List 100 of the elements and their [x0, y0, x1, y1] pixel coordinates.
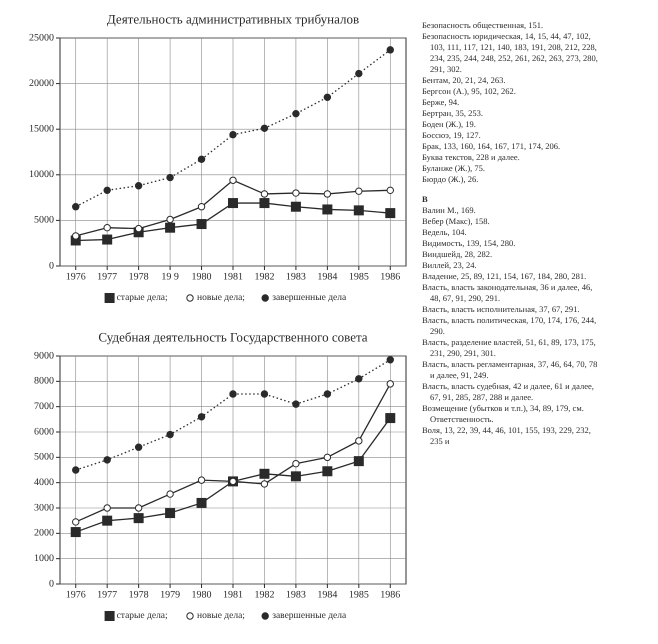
text: Бертран, 35, 253.: [422, 108, 484, 118]
text: Власть, разделение властей, 51, 61, 89, 173, 175, 231, 290, 291, 301.: [422, 337, 596, 358]
point: [166, 174, 174, 182]
y-tick-label: 2000: [34, 528, 54, 539]
point: [324, 94, 332, 101]
text: Боден (Ж.), 19.: [422, 119, 476, 129]
point: [386, 356, 394, 364]
legend-label: старые дела;: [116, 293, 168, 304]
point: [354, 456, 364, 466]
point: [259, 468, 270, 479]
x-tick-label: 1985: [348, 589, 369, 600]
point: [198, 156, 206, 163]
point: [229, 390, 237, 398]
point: [292, 460, 300, 468]
chart-title: Деятельность административных трибуналов: [106, 12, 360, 27]
text: В: [422, 194, 428, 204]
y-tick-label: 6000: [34, 426, 54, 438]
point: [134, 513, 144, 524]
point: [386, 186, 394, 194]
point: [324, 390, 332, 398]
x-tick-label: 1978: [128, 589, 149, 600]
point: [354, 205, 364, 216]
text: Буква текстов, 228 и далее.: [422, 152, 520, 162]
point: [103, 504, 111, 512]
point: [102, 234, 112, 245]
y-tick-label: 0: [49, 260, 54, 272]
point: [103, 224, 111, 232]
point: [355, 437, 363, 445]
point: [260, 390, 268, 398]
point: [165, 222, 176, 233]
y-tick-label: 20000: [29, 78, 54, 89]
text: Бергсон (А.), 95, 102, 262.: [422, 86, 516, 96]
text: Власть, власть политическая, 170, 174, 176, 244, 290.: [422, 315, 596, 336]
x-tick-label: 1986: [380, 589, 400, 600]
y-tick-label: 5000: [34, 214, 54, 226]
chart-title: Судебная деятельность Государственного совета: [98, 330, 368, 345]
x-tick-label: 1976: [66, 271, 86, 282]
point: [385, 208, 396, 218]
text: Бентам, 20, 21, 24, 263.: [422, 75, 506, 85]
legend-label: новые дела;: [197, 611, 245, 622]
x-tick-label: 1978: [128, 271, 149, 282]
x-tick-label: 1977: [97, 271, 118, 282]
legend-label: новые дела;: [197, 293, 245, 304]
point: [198, 203, 206, 210]
text: Ведель, 104.: [422, 227, 467, 237]
text: Виллей, 23, 24.: [422, 260, 477, 270]
text: Валин М., 169.: [422, 205, 476, 215]
text: Власть, власть законодательная, 36 и далее, 46, 48, 67, 91, 290, 291.: [422, 282, 592, 303]
y-tick-label: 4000: [34, 476, 54, 488]
point: [102, 516, 112, 526]
point: [229, 176, 237, 184]
point: [196, 498, 207, 508]
point: [134, 224, 142, 232]
y-tick-label: 9000: [34, 350, 54, 362]
point: [196, 219, 207, 230]
x-tick-label: 1984: [317, 589, 338, 600]
x-tick-label: 1982: [254, 271, 274, 282]
point: [322, 466, 332, 476]
point: [198, 413, 206, 420]
point: [292, 110, 300, 118]
y-tick-label: 15000: [29, 123, 54, 134]
point: [228, 198, 238, 208]
point: [386, 46, 394, 54]
text: Безопасность юридическая, 14, 15, 44, 47, 102, 103, 111, 117, 121, 140, 183, 191, 208, 212, 228, 234, 235, 244, 248, 252, 261, 262, 263, 273, 280, 291, 302.: [422, 31, 598, 74]
point: [229, 130, 237, 138]
point: [260, 124, 268, 132]
point: [292, 400, 300, 408]
x-tick-label: 19 9: [161, 271, 179, 282]
text: Виндшейд, 28, 282.: [422, 249, 492, 259]
point: [165, 508, 176, 518]
x-tick-label: 1980: [192, 271, 212, 282]
y-tick-label: 0: [49, 578, 54, 590]
text: Вебер (Макс), 158.: [422, 216, 490, 226]
point: [385, 413, 396, 424]
x-tick-label: 1984: [317, 271, 338, 282]
text: Власть, власть регламентарная, 37, 46, 64, 70, 78 и далее, 91, 249.: [422, 359, 598, 380]
point: [324, 454, 332, 462]
point: [260, 480, 268, 488]
text: Видимость, 139, 154, 280.: [422, 238, 516, 248]
y-tick-label: 8000: [34, 376, 54, 387]
point: [292, 189, 300, 197]
point: [355, 188, 363, 195]
point: [166, 490, 174, 498]
y-tick-label: 10000: [29, 169, 54, 180]
text: Боссюэ, 19, 127.: [422, 130, 481, 140]
point: [166, 216, 174, 224]
x-tick-label: 1976: [66, 589, 86, 600]
text: Власть, власть судебная, 42 и далее, 61 и далее, 67, 91, 285, 287, 288 и далее.: [422, 381, 594, 402]
point: [134, 444, 142, 451]
y-tick-label: 7000: [34, 400, 54, 412]
point: [198, 476, 206, 484]
point: [70, 527, 81, 538]
point: [134, 504, 142, 512]
point: [386, 380, 394, 388]
x-tick-label: 1981: [223, 589, 243, 600]
y-tick-label: 3000: [34, 502, 54, 514]
x-tick-label: 1985: [348, 271, 369, 282]
point: [72, 203, 80, 210]
y-tick-label: 5000: [34, 452, 54, 463]
point: [355, 70, 363, 78]
